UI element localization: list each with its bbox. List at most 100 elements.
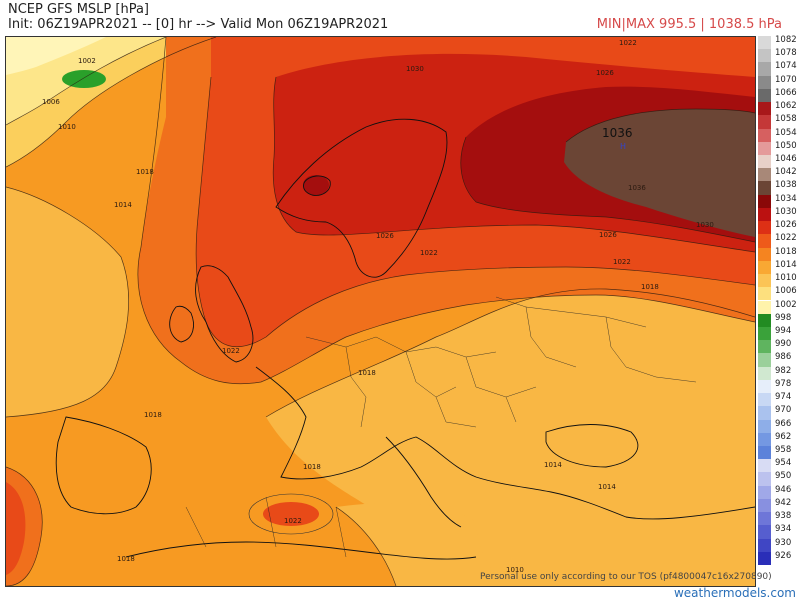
isobar-1014-southeast xyxy=(265,288,755,418)
legend-entry-950: 950 xyxy=(758,471,800,486)
borders-central-europe xyxy=(305,336,537,428)
legend-label: 1062 xyxy=(775,101,797,112)
legend-swatch xyxy=(758,181,771,195)
legend-swatch xyxy=(758,49,771,63)
legend-swatch xyxy=(758,366,771,380)
legend-entry-1038: 1038 xyxy=(758,180,800,195)
coast-ireland xyxy=(169,305,194,343)
legend-label: 1038 xyxy=(775,180,797,191)
isobar-label: 1026 xyxy=(599,231,617,239)
isobar-1034 xyxy=(565,108,755,143)
legend-swatch xyxy=(758,234,771,248)
isobar-label: 1018 xyxy=(136,168,154,176)
legend-entry-978: 978 xyxy=(758,379,800,394)
legend-entry-994: 994 xyxy=(758,325,800,341)
coast-italy xyxy=(385,436,462,528)
legend-swatch xyxy=(758,221,771,235)
legend-label: 1014 xyxy=(775,259,797,270)
legend-entry-1002: 1002 xyxy=(758,299,800,314)
legend-swatch xyxy=(758,419,771,433)
isobar-label: 1022 xyxy=(613,258,631,266)
legend-label: 1058 xyxy=(775,114,797,125)
isobar-1018-main xyxy=(137,37,755,385)
high-pressure-marker: H xyxy=(620,142,626,151)
legend-swatch xyxy=(758,260,771,275)
legend-entry-934: 934 xyxy=(758,524,800,539)
legend-entry-1026: 1026 xyxy=(758,220,800,235)
legend-label: 1046 xyxy=(775,154,797,165)
legend-swatch xyxy=(758,300,771,314)
legend-entry-942: 942 xyxy=(758,497,800,513)
legend-swatch xyxy=(758,168,771,182)
legend-label: 1082 xyxy=(775,35,797,45)
borders-eastern-europe xyxy=(495,296,697,383)
legend-label: 1042 xyxy=(775,167,797,178)
band-1038 xyxy=(564,109,755,237)
low-998-green xyxy=(62,70,106,88)
source-credit[interactable]: weathermodels.com xyxy=(673,586,796,600)
legend-label: 970 xyxy=(775,405,792,416)
legend-label: 1030 xyxy=(775,206,797,217)
legend-label: 1074 xyxy=(775,61,797,72)
legend-label: 1010 xyxy=(775,273,797,284)
isobar-label: 1022 xyxy=(222,347,240,355)
legend-label: 994 xyxy=(775,325,792,336)
legend-entry-990: 990 xyxy=(758,339,800,354)
isobar-label: 1010 xyxy=(58,123,76,131)
legend-swatch xyxy=(758,472,771,486)
isobar-label: 1014 xyxy=(544,461,562,469)
legend-entry-946: 946 xyxy=(758,484,800,499)
legend-entry-958: 958 xyxy=(758,444,800,460)
legend-entry-970: 970 xyxy=(758,405,800,420)
legend-swatch xyxy=(758,194,771,208)
isobar-label: 1030 xyxy=(406,65,424,73)
isobar-label: 1026 xyxy=(376,232,394,240)
legend-label: 1054 xyxy=(775,127,797,138)
legend-entry-1074: 1074 xyxy=(758,61,800,76)
coast-europe-main xyxy=(255,366,755,520)
legend-label: 998 xyxy=(775,312,792,323)
isobar-label: 1002 xyxy=(78,57,96,65)
legend-swatch xyxy=(758,115,771,129)
legend-entry-1066: 1066 xyxy=(758,87,800,103)
legend-swatch xyxy=(758,247,771,261)
coast-iberia xyxy=(55,416,152,515)
high-1034-iceland xyxy=(303,175,329,195)
high-pressure-label: 1036 xyxy=(602,126,633,140)
isobar-label: 1018 xyxy=(117,555,135,563)
isobar-label: 1022 xyxy=(619,39,637,47)
legend-entry-986: 986 xyxy=(758,352,800,367)
legend-label: 990 xyxy=(775,339,792,350)
legend-label: 1066 xyxy=(775,87,797,98)
isobar-1010 xyxy=(6,37,217,168)
legend-swatch xyxy=(758,432,771,446)
pressure-map: 1002 1006 1010 1014 1018 1018 1018 1018 … xyxy=(5,36,756,587)
legend-entry-1062: 1062 xyxy=(758,101,800,116)
legend-entry-1078: 1078 xyxy=(758,48,800,63)
legend-swatch xyxy=(758,538,771,552)
legend-entry-1030: 1030 xyxy=(758,206,800,222)
legend-entry-930: 930 xyxy=(758,538,800,552)
legend-entry-1010: 1010 xyxy=(758,273,800,288)
legend-label: 934 xyxy=(775,524,792,535)
isobar-label: 1018 xyxy=(303,463,321,471)
map-title: NCEP GFS MSLP [hPa] xyxy=(8,2,149,17)
legend-entry-982: 982 xyxy=(758,366,800,380)
legend-swatch xyxy=(758,141,771,156)
legend-label: 958 xyxy=(775,444,792,455)
legend-label: 938 xyxy=(775,511,792,522)
legend-entry-926: 926 xyxy=(758,551,800,565)
coast-scandinavia xyxy=(275,118,448,278)
legend-swatch xyxy=(758,551,771,565)
legend-swatch xyxy=(758,207,771,222)
legend-label: 946 xyxy=(775,484,792,495)
legend-label: 1026 xyxy=(775,220,797,231)
init-valid-time: Init: 06Z19APR2021 -- [0] hr --> Valid M… xyxy=(8,17,389,32)
legend-entry-1042: 1042 xyxy=(758,167,800,182)
legend-label: 1050 xyxy=(775,140,797,151)
legend-label: 942 xyxy=(775,497,792,508)
legend-swatch xyxy=(758,313,771,327)
legend-label: 1002 xyxy=(775,299,797,310)
band-1014-africa xyxy=(336,502,506,586)
isobar-1006 xyxy=(6,37,167,126)
